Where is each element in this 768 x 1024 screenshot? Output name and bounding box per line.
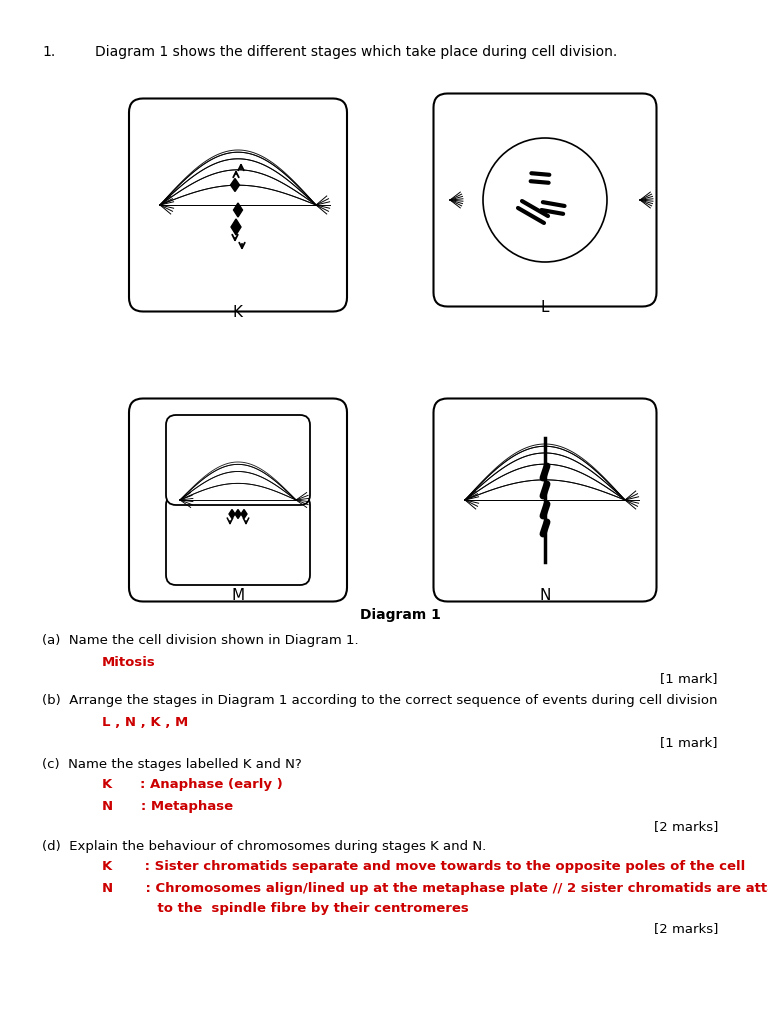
Text: 1.: 1. — [42, 45, 55, 59]
Text: N: N — [539, 588, 551, 603]
Text: [1 mark]: [1 mark] — [660, 672, 718, 685]
Text: K       : Sister chromatids separate and move towards to the opposite poles of t: K : Sister chromatids separate and move … — [102, 860, 745, 873]
Text: L: L — [541, 300, 549, 315]
Text: (a)  Name the cell division shown in Diagram 1.: (a) Name the cell division shown in Diag… — [42, 634, 359, 647]
FancyBboxPatch shape — [433, 398, 657, 601]
Polygon shape — [229, 510, 235, 518]
Text: Diagram 1 shows the different stages which take place during cell division.: Diagram 1 shows the different stages whi… — [95, 45, 617, 59]
FancyBboxPatch shape — [166, 415, 310, 505]
Text: K      : Anaphase (early ): K : Anaphase (early ) — [102, 778, 283, 791]
Text: N      : Metaphase: N : Metaphase — [102, 800, 233, 813]
Text: K: K — [233, 305, 243, 319]
Text: L , N , K , M: L , N , K , M — [102, 716, 188, 729]
Text: (d)  Explain the behaviour of chromosomes during stages K and N.: (d) Explain the behaviour of chromosomes… — [42, 840, 486, 853]
Polygon shape — [235, 510, 241, 518]
Text: [2 marks]: [2 marks] — [654, 922, 718, 935]
FancyBboxPatch shape — [129, 98, 347, 311]
FancyBboxPatch shape — [433, 93, 657, 306]
FancyBboxPatch shape — [129, 398, 347, 601]
Polygon shape — [233, 203, 243, 217]
Text: Mitosis: Mitosis — [102, 656, 156, 669]
Polygon shape — [230, 178, 240, 191]
Text: (b)  Arrange the stages in Diagram 1 according to the correct sequence of events: (b) Arrange the stages in Diagram 1 acco… — [42, 694, 717, 707]
Text: N       : Chromosomes align/lined up at the metaphase plate // 2 sister chromati: N : Chromosomes align/lined up at the me… — [102, 882, 768, 895]
Text: [1 mark]: [1 mark] — [660, 736, 718, 749]
Text: (c)  Name the stages labelled K and N?: (c) Name the stages labelled K and N? — [42, 758, 302, 771]
Text: M: M — [231, 588, 244, 603]
Text: [2 marks]: [2 marks] — [654, 820, 718, 833]
Text: to the  spindle fibre by their centromeres: to the spindle fibre by their centromere… — [102, 902, 468, 915]
Polygon shape — [231, 219, 241, 234]
Polygon shape — [241, 510, 247, 518]
Text: Diagram 1: Diagram 1 — [359, 608, 440, 622]
FancyBboxPatch shape — [166, 495, 310, 585]
